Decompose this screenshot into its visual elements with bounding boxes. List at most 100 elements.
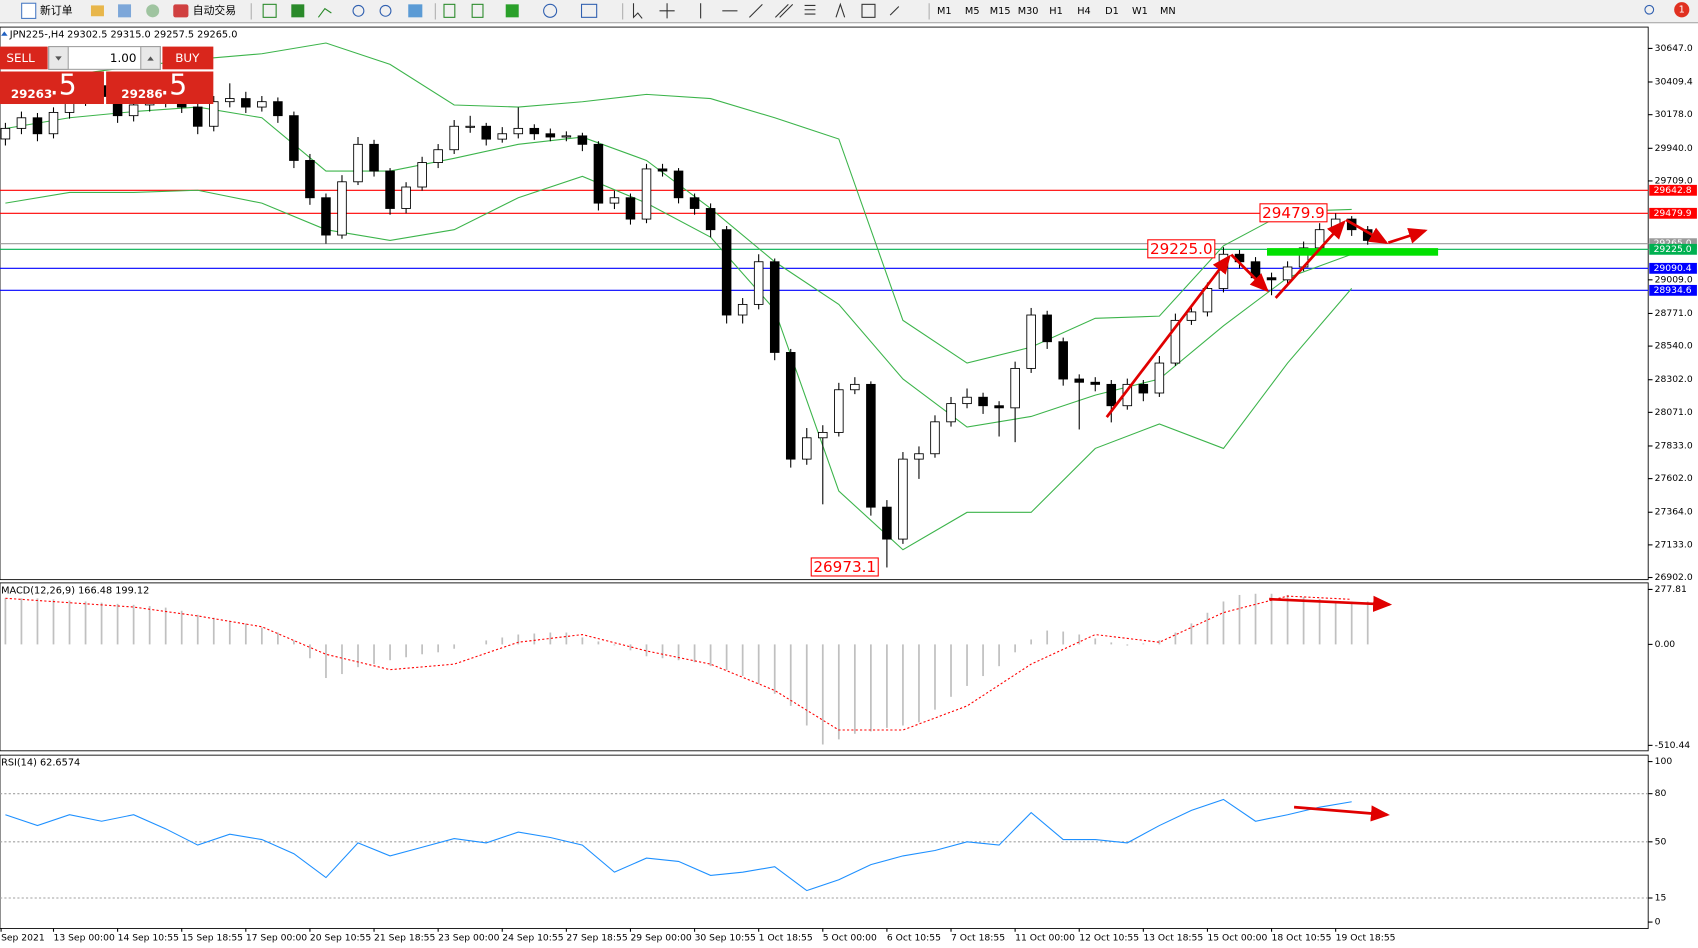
candle-body xyxy=(930,421,940,455)
timeframe-button[interactable]: H1 xyxy=(1049,6,1063,17)
candle-body xyxy=(641,168,652,220)
candle-body xyxy=(225,98,235,103)
price-tag xyxy=(1649,243,1697,255)
trade-panel: SELL 1.00 BUY 29263 .5 29286 .5 xyxy=(0,46,214,105)
sell-pips[interactable]: .5 xyxy=(50,69,77,102)
candle-body xyxy=(721,229,732,316)
y-tick-label: 27364.0 xyxy=(1655,507,1693,518)
candle-body xyxy=(577,135,588,145)
candle-body xyxy=(737,303,748,316)
candle-body xyxy=(32,117,43,135)
sell-button[interactable] xyxy=(0,46,48,70)
search-icon[interactable] xyxy=(1644,4,1655,15)
arrows-icon[interactable] xyxy=(889,6,900,16)
x-tick-label: 24 Sep 10:55 xyxy=(502,933,563,944)
text-icon[interactable] xyxy=(835,2,846,18)
autoscroll-icon[interactable] xyxy=(443,3,456,18)
candle-body xyxy=(1058,341,1068,380)
timeframe-button[interactable]: M5 xyxy=(965,6,980,17)
cursor-icon[interactable] xyxy=(632,3,643,19)
rsi-title: RSI(14) 62.6574 xyxy=(1,758,80,769)
candle-body xyxy=(625,197,636,220)
zoom-in-icon[interactable] xyxy=(352,4,365,17)
volume-value[interactable]: 1.00 xyxy=(110,51,137,65)
candle-body xyxy=(1170,319,1181,364)
periods-icon[interactable] xyxy=(543,3,558,18)
indicators-icon[interactable] xyxy=(505,4,519,18)
templates-icon[interactable] xyxy=(580,3,598,18)
candle-body xyxy=(369,143,379,172)
candle-body xyxy=(305,160,315,199)
toolbar-bg xyxy=(0,0,1698,23)
timeframe-button[interactable]: D1 xyxy=(1105,6,1119,17)
timeframe-button[interactable]: MN xyxy=(1160,6,1176,17)
candle-body xyxy=(689,197,700,209)
buy-button[interactable] xyxy=(162,46,214,70)
candle-body xyxy=(1026,314,1036,369)
auto-trading-button[interactable]: 自动交易 xyxy=(193,3,236,17)
x-tick-label: 14 Sep 10:55 xyxy=(118,933,179,944)
tile-icon[interactable] xyxy=(408,4,423,18)
candle-body xyxy=(353,143,363,183)
toolbar-icon[interactable] xyxy=(90,5,104,17)
timeframe-button[interactable]: M30 xyxy=(1018,6,1039,17)
buy-price[interactable]: 29286 xyxy=(121,87,162,101)
notifications-badge[interactable] xyxy=(1674,2,1690,18)
buy-label[interactable]: BUY xyxy=(175,51,200,65)
toolbar-icon[interactable] xyxy=(118,4,132,18)
y-tick-label: 27833.0 xyxy=(1655,440,1693,451)
candle-body xyxy=(241,98,251,108)
bollinger-lower xyxy=(5,175,1353,551)
mark-layer xyxy=(0,42,1373,892)
symbol-marker xyxy=(1,31,8,36)
x-tick-label: 21 Sep 18:55 xyxy=(374,933,435,944)
y-tick-label: 28071.0 xyxy=(1655,407,1693,418)
bar-chart-icon[interactable] xyxy=(262,3,277,18)
toolbar-icon[interactable] xyxy=(146,4,160,18)
buy-pips[interactable]: .5 xyxy=(160,69,187,102)
sell-label[interactable]: SELL xyxy=(6,51,35,65)
candle-body xyxy=(914,453,924,460)
x-tick-label: 1 Oct 18:55 xyxy=(759,933,813,944)
timeframe-button[interactable]: M1 xyxy=(937,6,952,17)
trend-arrow xyxy=(1105,254,1231,418)
timeframe-button[interactable]: W1 xyxy=(1132,6,1148,17)
candle-body xyxy=(866,383,876,508)
line-chart-icon[interactable] xyxy=(317,7,332,18)
new-order-button[interactable]: 新订单 xyxy=(40,3,73,17)
trendline-icon[interactable] xyxy=(748,3,763,18)
candle-body xyxy=(673,170,684,199)
candle-body xyxy=(978,396,988,407)
x-tick-label: 27 Sep 18:55 xyxy=(566,933,627,944)
fibo-icon[interactable] xyxy=(804,4,816,15)
price-tag-label: 29225.0 xyxy=(1654,244,1692,255)
auto-trading-icon[interactable] xyxy=(173,4,189,18)
price-annotation: 29225.0 xyxy=(1150,240,1213,258)
sell-price-box[interactable] xyxy=(0,71,104,105)
candle-body xyxy=(946,403,956,423)
candle-body xyxy=(401,186,411,209)
candle-body xyxy=(545,133,556,138)
candle-body xyxy=(753,261,764,305)
new-order-icon[interactable] xyxy=(21,2,37,19)
macd-panel xyxy=(0,582,1649,752)
zoom-out-icon[interactable] xyxy=(379,4,392,17)
candle-chart-icon[interactable] xyxy=(291,4,305,18)
crosshair-icon[interactable] xyxy=(659,3,675,19)
timeframe-button[interactable]: M15 xyxy=(990,6,1011,17)
trend-arrows xyxy=(1105,218,1428,822)
x-tick-label: 15 Oct 00:00 xyxy=(1207,933,1267,944)
timeframe-bar: M1 M5 M15 M30 H1 H4 D1 W1 MN xyxy=(937,6,1176,17)
candle-body xyxy=(1010,367,1020,409)
price-tag xyxy=(1649,238,1697,250)
price-tag-label: 29642.8 xyxy=(1654,185,1692,196)
buy-price-box[interactable] xyxy=(106,71,214,105)
shift-icon[interactable] xyxy=(471,3,484,18)
timeframe-button[interactable]: H4 xyxy=(1077,6,1091,17)
channel-icon[interactable] xyxy=(774,3,794,18)
price-tag-label: 29090.4 xyxy=(1654,263,1692,274)
sell-price[interactable]: 29263 xyxy=(11,87,52,101)
label-icon[interactable] xyxy=(861,3,876,18)
candle-body xyxy=(0,127,11,140)
